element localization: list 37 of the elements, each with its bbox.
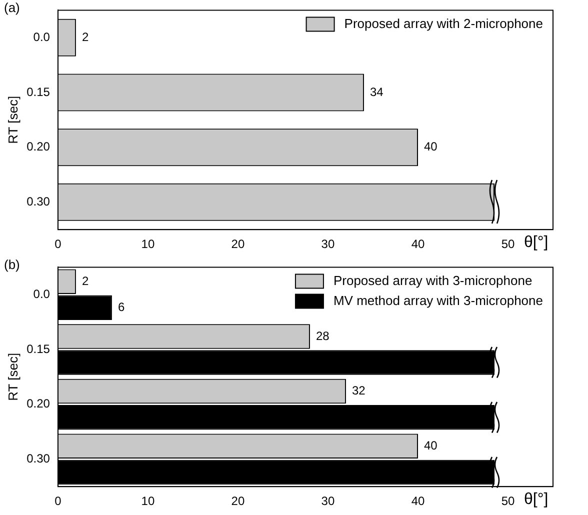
data-label: 34 [370,84,384,99]
x-tick-label: 20 [231,494,245,508]
data-label: 2 [82,274,89,288]
legend-label: Proposed array with 3-microphone [333,272,532,288]
y-tick-label: 0.20 [26,140,50,154]
x-tick-label: 10 [141,494,155,508]
y-tick-label: 0.30 [26,451,50,466]
x-tick-label: 0 [54,237,62,252]
data-label: 32 [352,384,366,398]
x-tick-label: 40 [411,494,425,508]
data-label: 40 [424,438,438,452]
y-tick-label: 0.20 [26,396,50,411]
data-label: 6 [118,300,125,314]
x-tick-label: 50 [501,237,515,252]
chart-title: (b) [4,257,20,272]
x-tick-label: 10 [141,237,155,252]
y-tick-label: 0.0 [33,30,50,44]
x-axis-title: θ[°] [524,491,548,508]
legend-label: Proposed array with 2-microphone [344,16,544,31]
data-label: 40 [424,140,438,154]
x-tick-label: 50 [501,494,515,508]
y-axis-title: RT [sec] [5,96,20,144]
x-tick-label: 30 [321,237,335,252]
data-label: 2 [82,30,89,44]
x-tick-label: 0 [54,494,62,508]
y-tick-label: 0.30 [26,194,50,208]
x-tick-label: 40 [411,237,425,252]
y-tick-label: 0.0 [33,286,50,301]
y-axis-title: RT [sec] [5,352,20,401]
x-axis-title: θ[°] [524,234,548,252]
y-tick-label: 0.15 [26,342,50,356]
y-tick-label: 0.15 [26,84,50,99]
chart-title: (a) [4,0,20,16]
x-tick-label: 30 [321,494,335,508]
data-label: 28 [316,328,330,343]
legend-label: MV method array with 3-microphone [333,292,543,308]
x-tick-label: 20 [231,237,245,252]
